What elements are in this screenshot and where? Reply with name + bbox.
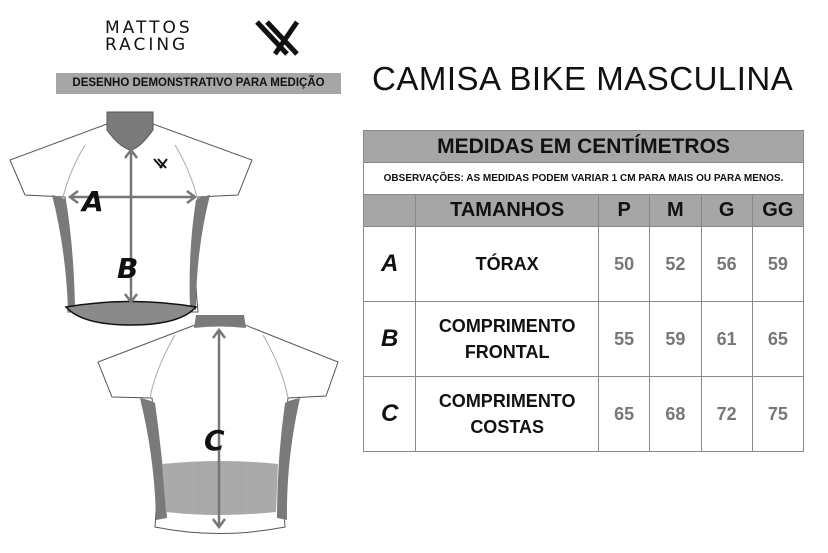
label-c: C — [204, 424, 225, 457]
chest-arrow-a — [67, 190, 198, 204]
row-letter: B — [362, 301, 417, 377]
value-cell: 72 — [700, 376, 753, 452]
row-letter: C — [362, 376, 417, 452]
size-m: M — [649, 194, 702, 227]
size-p: P — [598, 194, 651, 227]
brand-line2: RACING — [105, 35, 189, 55]
measure-name: COMPRIMENTO FRONTAL — [415, 301, 600, 377]
size-gg: GG — [751, 194, 805, 227]
table-heading: MEDIDAS EM CENTÍMETROS — [363, 130, 804, 163]
brand-line1: MATTOS — [105, 18, 193, 38]
value-cell: 68 — [649, 376, 702, 452]
value-cell: 52 — [649, 226, 702, 302]
jersey-front: A B — [9, 111, 253, 326]
diagram-banner: DESENHO DEMONSTRATIVO PARA MEDIÇÃO — [56, 73, 341, 94]
table-note: OBSERVAÇÕES: AS MEDIDAS PODEM VARIAR 1 C… — [363, 162, 804, 195]
brand-logo: MATTOS RACING — [105, 20, 305, 56]
length-arrow-c — [212, 327, 226, 530]
measure-name: TÓRAX — [415, 226, 600, 302]
value-cell: 65 — [751, 301, 805, 377]
page-title: CAMISA BIKE MASCULINA — [372, 60, 794, 97]
value-cell: 56 — [700, 226, 753, 302]
label-a: A — [80, 185, 104, 218]
value-cell: 59 — [751, 226, 805, 302]
value-cell: 61 — [700, 301, 753, 377]
measurements-table: MEDIDAS EM CENTÍMETROS OBSERVAÇÕES: AS M… — [362, 130, 805, 452]
size-header: TAMANHOS — [415, 194, 600, 227]
value-cell: 59 — [649, 301, 702, 377]
value-cell: 50 — [598, 226, 651, 302]
value-cell: 65 — [598, 376, 651, 452]
measure-name: COMPRIMENTO COSTAS — [415, 376, 600, 452]
jersey-back: C — [97, 315, 339, 534]
length-arrow-b — [124, 147, 138, 305]
table-row: A TÓRAX 50 52 56 59 — [362, 226, 805, 302]
size-g: G — [700, 194, 753, 227]
jersey-diagram: A B C — [9, 111, 339, 534]
value-cell: 55 — [598, 301, 651, 377]
brand-x-icon — [255, 20, 299, 56]
row-letter: A — [362, 226, 417, 302]
label-b: B — [117, 252, 138, 285]
table-row: B COMPRIMENTO FRONTAL 55 59 61 65 — [362, 301, 805, 377]
front-small-logo-icon — [153, 158, 168, 169]
value-cell: 75 — [751, 376, 805, 452]
table-row: C COMPRIMENTO COSTAS 65 68 72 75 — [362, 376, 805, 452]
